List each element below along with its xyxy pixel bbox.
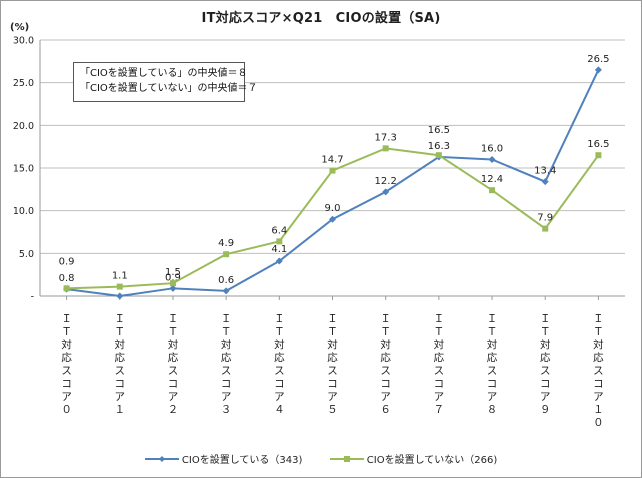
- data-label: 4.1: [271, 244, 287, 255]
- x-tick-label: ＩＴ対応スコア８: [487, 313, 498, 416]
- data-point-marker: [542, 225, 549, 232]
- y-tick-label: 30.0: [13, 36, 34, 47]
- x-tick-label: ＩＴ対応スコア５: [327, 313, 338, 416]
- x-tick-label: ＩＴ対応スコア４: [274, 313, 285, 416]
- data-label: 9.0: [325, 203, 341, 214]
- data-label: 0.8: [59, 273, 75, 284]
- data-label: 16.5: [428, 125, 450, 136]
- data-point-marker: [435, 152, 442, 159]
- data-point-marker: [594, 66, 602, 74]
- y-tick-label: 15.0: [13, 164, 34, 175]
- y-tick-label: -: [31, 292, 34, 303]
- legend-label: CIOを設置していない（266): [366, 455, 498, 466]
- data-point-marker: [116, 292, 124, 300]
- data-label: 1.5: [165, 267, 181, 278]
- data-point-marker: [169, 284, 177, 292]
- data-point-marker: [116, 283, 123, 290]
- data-label: 0.9: [59, 256, 75, 267]
- median-note-line: 「CIOを設置している」の中央値＝８: [80, 68, 248, 79]
- data-label: 0.6: [218, 275, 234, 286]
- data-label: 6.4: [271, 225, 287, 236]
- data-label: 13.4: [534, 166, 556, 177]
- legend-item-series-1: CIOを設置している（343): [144, 451, 303, 466]
- x-tick-label: ＩＴ対応スコア０: [61, 313, 72, 416]
- y-tick-label: 25.0: [13, 78, 34, 89]
- x-tick-label: ＩＴ対応スコア７: [434, 313, 445, 416]
- data-point-marker: [329, 167, 336, 174]
- data-point-marker: [329, 215, 336, 223]
- x-tick-label: ＩＴ対応スコア１０: [593, 313, 604, 429]
- chart-title: IT対応スコア×Q21 CIOの設置（SA): [201, 11, 441, 26]
- data-point-marker: [276, 238, 283, 245]
- median-note-box: 「CIOを設置している」の中央値＝８ 「CIOを設置していない」の中央値＝７: [73, 62, 258, 102]
- median-note-line: 「CIOを設置していない」の中央値＝７: [80, 83, 258, 94]
- data-label: 16.0: [481, 143, 503, 154]
- data-point-marker: [223, 251, 230, 258]
- legend-swatch-blue: [144, 454, 179, 464]
- data-label: 1.1: [112, 271, 128, 282]
- y-tick-label: 5.0: [19, 249, 34, 260]
- chart-legend: CIOを設置している（343) CIOを設置していない（266): [0, 451, 642, 466]
- legend-swatch-green: [329, 454, 364, 464]
- y-tick-label: 10.0: [13, 206, 34, 217]
- data-label: 26.5: [587, 54, 609, 65]
- data-label: 17.3: [375, 132, 397, 143]
- legend-item-series-2: CIOを設置していない（266): [329, 451, 498, 466]
- x-tick-label: ＩＴ対応スコア６: [380, 313, 391, 416]
- data-point-marker: [275, 257, 283, 265]
- data-label: 4.9: [218, 238, 234, 249]
- data-label: 12.4: [481, 174, 503, 185]
- data-point-marker: [222, 287, 230, 295]
- data-point-marker: [489, 187, 496, 194]
- data-label: 12.2: [375, 176, 397, 187]
- data-point-marker: [169, 280, 176, 287]
- legend-label: CIOを設置している（343): [181, 455, 303, 466]
- y-axis-unit: (%): [10, 22, 30, 33]
- x-tick-label: ＩＴ対応スコア３: [221, 313, 232, 416]
- data-label: 16.5: [587, 139, 609, 150]
- x-tick-label: ＩＴ対応スコア９: [540, 313, 551, 416]
- data-label: 16.3: [428, 141, 450, 152]
- data-label: 14.7: [321, 155, 343, 166]
- x-tick-label: ＩＴ対応スコア２: [168, 313, 179, 416]
- data-point-marker: [488, 155, 496, 163]
- y-tick-label: 20.0: [13, 121, 34, 132]
- data-point-marker: [382, 145, 389, 152]
- data-point-marker: [63, 285, 70, 292]
- data-point-marker: [541, 178, 549, 186]
- data-point-marker: [595, 152, 602, 159]
- x-tick-label: ＩＴ対応スコア１: [115, 313, 126, 416]
- data-point-marker: [382, 188, 390, 196]
- data-label: 0.9: [165, 272, 181, 283]
- series-line: [66, 69, 600, 298]
- data-label: 7.9: [537, 213, 553, 224]
